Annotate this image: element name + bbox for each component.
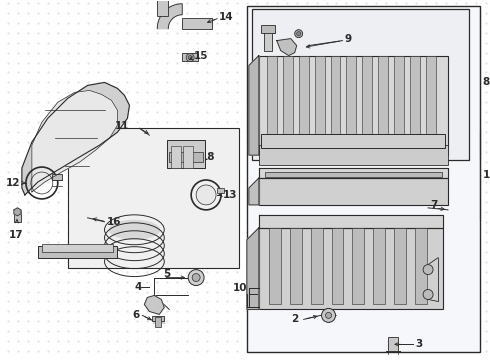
Polygon shape	[247, 228, 259, 310]
Text: 18: 18	[201, 152, 216, 162]
Bar	[169, 152, 203, 162]
Bar	[394, 228, 406, 305]
Polygon shape	[249, 55, 259, 155]
Bar	[259, 178, 448, 205]
Circle shape	[296, 32, 301, 36]
Text: 4: 4	[135, 282, 143, 292]
Bar	[152, 316, 164, 321]
Bar	[68, 128, 239, 267]
Bar	[182, 53, 198, 60]
Text: 8: 8	[483, 77, 490, 87]
Polygon shape	[157, 4, 182, 29]
Bar	[363, 55, 372, 145]
Bar	[259, 228, 443, 310]
Bar	[388, 337, 398, 351]
Circle shape	[186, 54, 194, 62]
Bar	[283, 55, 293, 145]
Ellipse shape	[108, 220, 160, 240]
Bar	[259, 145, 448, 165]
Bar	[167, 140, 205, 168]
Text: 7: 7	[430, 200, 438, 210]
Text: 12: 12	[5, 178, 20, 188]
Polygon shape	[277, 39, 296, 55]
Polygon shape	[14, 208, 21, 216]
Bar	[265, 172, 442, 177]
Text: 16: 16	[106, 217, 121, 227]
Bar	[315, 55, 324, 145]
Text: 17: 17	[9, 230, 23, 240]
Circle shape	[192, 274, 200, 282]
Text: 5: 5	[163, 269, 171, 279]
Circle shape	[423, 265, 433, 275]
Text: 10: 10	[232, 283, 247, 293]
Text: 3: 3	[415, 339, 422, 349]
Bar	[332, 228, 343, 305]
Circle shape	[188, 55, 192, 59]
Bar	[410, 55, 420, 145]
Bar	[261, 25, 275, 33]
Bar	[252, 9, 469, 160]
Bar	[247, 6, 480, 352]
Circle shape	[321, 309, 336, 322]
Circle shape	[188, 270, 204, 285]
Bar	[261, 134, 445, 148]
Text: 2: 2	[291, 314, 298, 324]
Text: 13: 13	[223, 190, 238, 200]
Circle shape	[423, 289, 433, 300]
Bar	[14, 210, 21, 222]
Text: 11: 11	[115, 121, 129, 131]
Bar	[311, 228, 322, 305]
Bar	[373, 228, 385, 305]
Polygon shape	[145, 296, 164, 314]
Polygon shape	[32, 90, 118, 192]
Bar	[346, 55, 356, 145]
Polygon shape	[259, 168, 448, 178]
Bar	[155, 318, 161, 327]
Text: 1: 1	[483, 170, 490, 180]
Bar	[267, 55, 277, 145]
Bar	[331, 55, 341, 145]
Polygon shape	[259, 215, 443, 228]
Text: 6: 6	[132, 310, 140, 320]
Bar	[157, 0, 168, 16]
Circle shape	[294, 30, 303, 38]
Bar	[299, 55, 309, 145]
Bar	[52, 174, 62, 180]
Bar	[182, 18, 212, 29]
Bar	[217, 188, 224, 193]
Bar	[426, 55, 436, 145]
Bar	[290, 228, 302, 305]
Text: 14: 14	[219, 12, 234, 22]
Bar	[269, 228, 281, 305]
Circle shape	[325, 312, 332, 318]
Bar	[352, 228, 365, 305]
Bar	[394, 55, 404, 145]
Bar	[38, 246, 118, 258]
Circle shape	[196, 185, 216, 205]
Bar	[415, 228, 427, 305]
Bar	[42, 244, 114, 252]
Bar	[259, 55, 448, 155]
Bar	[183, 146, 193, 168]
Polygon shape	[22, 82, 129, 195]
Text: 9: 9	[344, 33, 352, 44]
Bar	[264, 29, 272, 50]
Bar	[171, 146, 181, 168]
Bar	[378, 55, 388, 145]
Polygon shape	[249, 178, 259, 205]
Text: 15: 15	[194, 50, 209, 60]
